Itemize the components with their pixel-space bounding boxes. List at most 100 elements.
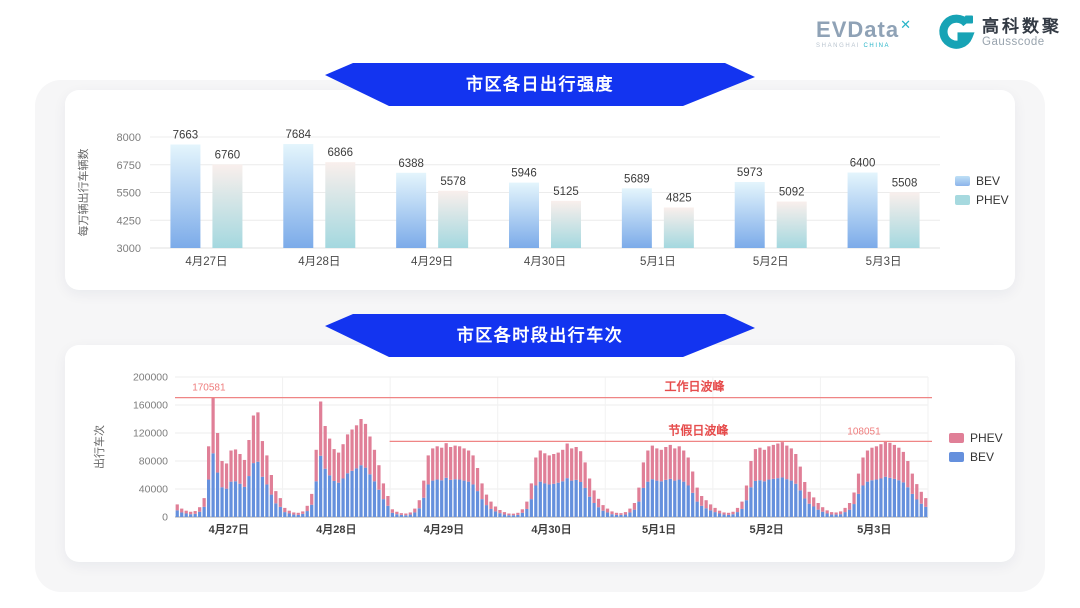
phev-bar bbox=[879, 444, 883, 479]
bev-value-label: 7663 bbox=[173, 129, 199, 141]
bev-value-label: 7684 bbox=[285, 129, 311, 141]
bev-bar bbox=[830, 514, 834, 517]
gausscode-text: 高科数聚 Gausscode bbox=[982, 16, 1062, 49]
bev-bar bbox=[287, 513, 291, 517]
phev-bar bbox=[325, 162, 356, 248]
legend-item-phev[interactable]: PHEV bbox=[955, 193, 1009, 207]
phev-bar bbox=[220, 461, 224, 488]
bev-bar bbox=[915, 499, 919, 517]
phev-bar bbox=[910, 473, 914, 494]
bev-bar bbox=[283, 512, 287, 517]
bev-legend-label: BEV bbox=[970, 450, 995, 464]
bev-bar bbox=[180, 512, 184, 517]
bev-bar bbox=[395, 514, 399, 517]
phev-bar bbox=[247, 440, 251, 477]
bev-bar bbox=[198, 511, 202, 517]
phev-bar bbox=[713, 507, 717, 513]
bev-bar bbox=[529, 499, 533, 517]
bev-bar bbox=[466, 481, 471, 517]
bev-bar bbox=[861, 485, 865, 517]
bev-bar bbox=[552, 483, 556, 517]
phev-bar bbox=[704, 500, 708, 509]
bev-bar bbox=[453, 479, 457, 517]
bev-bar bbox=[511, 515, 516, 517]
phev-bar bbox=[583, 462, 587, 488]
phev-bar bbox=[471, 455, 475, 485]
phev-bar bbox=[601, 505, 605, 511]
bev-bar bbox=[717, 513, 722, 517]
bev-bar bbox=[247, 476, 251, 517]
bev-bar bbox=[498, 513, 502, 517]
phev-bar bbox=[489, 501, 493, 509]
phev-bar bbox=[336, 452, 341, 483]
phev-bar bbox=[892, 444, 896, 479]
phev-bar bbox=[256, 412, 260, 462]
bev-bar bbox=[189, 514, 193, 517]
x-tick-label: 5月3日 bbox=[866, 256, 902, 268]
bev-bar bbox=[431, 480, 435, 517]
bev-bar bbox=[422, 497, 426, 517]
bev-bar bbox=[556, 482, 560, 517]
bev-bar bbox=[583, 487, 587, 517]
x-tick-label: 5月3日 bbox=[857, 523, 891, 536]
phev-bar bbox=[529, 483, 533, 500]
y-axis-label: 出行车次 bbox=[92, 425, 106, 469]
legend-item-bev[interactable]: BEV bbox=[955, 174, 1009, 188]
bev-bar bbox=[390, 512, 394, 517]
bev-bar bbox=[296, 514, 300, 517]
phev-bar bbox=[444, 443, 448, 478]
phev-bar bbox=[726, 512, 731, 515]
bev-bar bbox=[614, 514, 619, 517]
phev-bar bbox=[547, 455, 551, 485]
y-tick-label: 5500 bbox=[117, 188, 141, 200]
y-tick-label: 200000 bbox=[133, 372, 168, 384]
phev-bar bbox=[368, 436, 372, 475]
bev-bar bbox=[381, 499, 386, 517]
phev-bar bbox=[224, 463, 229, 489]
phev-bar bbox=[502, 512, 507, 515]
phev-bar bbox=[717, 510, 722, 514]
phev-bar bbox=[215, 433, 220, 473]
x-tick-label: 4月29日 bbox=[424, 523, 464, 536]
bev-bar bbox=[386, 505, 390, 517]
phev-bar bbox=[328, 438, 332, 476]
x-tick-label: 4月27日 bbox=[185, 256, 227, 268]
bev-bar bbox=[776, 478, 780, 517]
bev-bar bbox=[888, 477, 892, 517]
phev-bar bbox=[843, 507, 847, 513]
evdata-x-icon: ✕ bbox=[900, 17, 911, 32]
bev-bar bbox=[396, 172, 427, 248]
bev-bar bbox=[879, 478, 883, 517]
bev-bar bbox=[350, 470, 354, 517]
phev-bar bbox=[484, 494, 489, 506]
legend-item-phev[interactable]: PHEV bbox=[949, 431, 1003, 445]
phev-bar bbox=[834, 512, 838, 515]
bev-bar bbox=[251, 463, 256, 517]
phev-bar bbox=[449, 447, 453, 480]
legend-item-bev[interactable]: BEV bbox=[949, 450, 1003, 464]
phev-bar bbox=[538, 450, 542, 482]
phev-bar bbox=[605, 508, 610, 513]
phev-bar bbox=[655, 448, 659, 481]
bev-bar bbox=[592, 503, 596, 517]
phev-bar bbox=[480, 483, 484, 500]
phev-legend-label: PHEV bbox=[976, 193, 1009, 207]
phev-bar bbox=[184, 510, 188, 514]
phev-bar bbox=[664, 447, 668, 480]
phev-bar bbox=[753, 449, 758, 481]
gausscode-cn: 高科数聚 bbox=[982, 16, 1062, 36]
bev-bar bbox=[278, 506, 282, 517]
phev-bar bbox=[453, 445, 457, 480]
phev-bar bbox=[462, 448, 466, 481]
phev-bar bbox=[771, 444, 775, 479]
bev-bar bbox=[215, 472, 220, 517]
bev-bar bbox=[650, 479, 654, 517]
bev-bar bbox=[816, 509, 820, 517]
hourly-trips-legend: PHEV BEV bbox=[949, 431, 1003, 464]
bev-value-label: 5689 bbox=[624, 173, 650, 185]
peak-label: 节假日波峰 bbox=[668, 422, 729, 437]
hourly-trips-chart: 0 40000 80000 120000 160000 200000 出行车次 4月27日 4月… bbox=[92, 372, 932, 536]
bev-value-label: 6400 bbox=[850, 158, 876, 170]
phev-bar bbox=[251, 415, 256, 464]
